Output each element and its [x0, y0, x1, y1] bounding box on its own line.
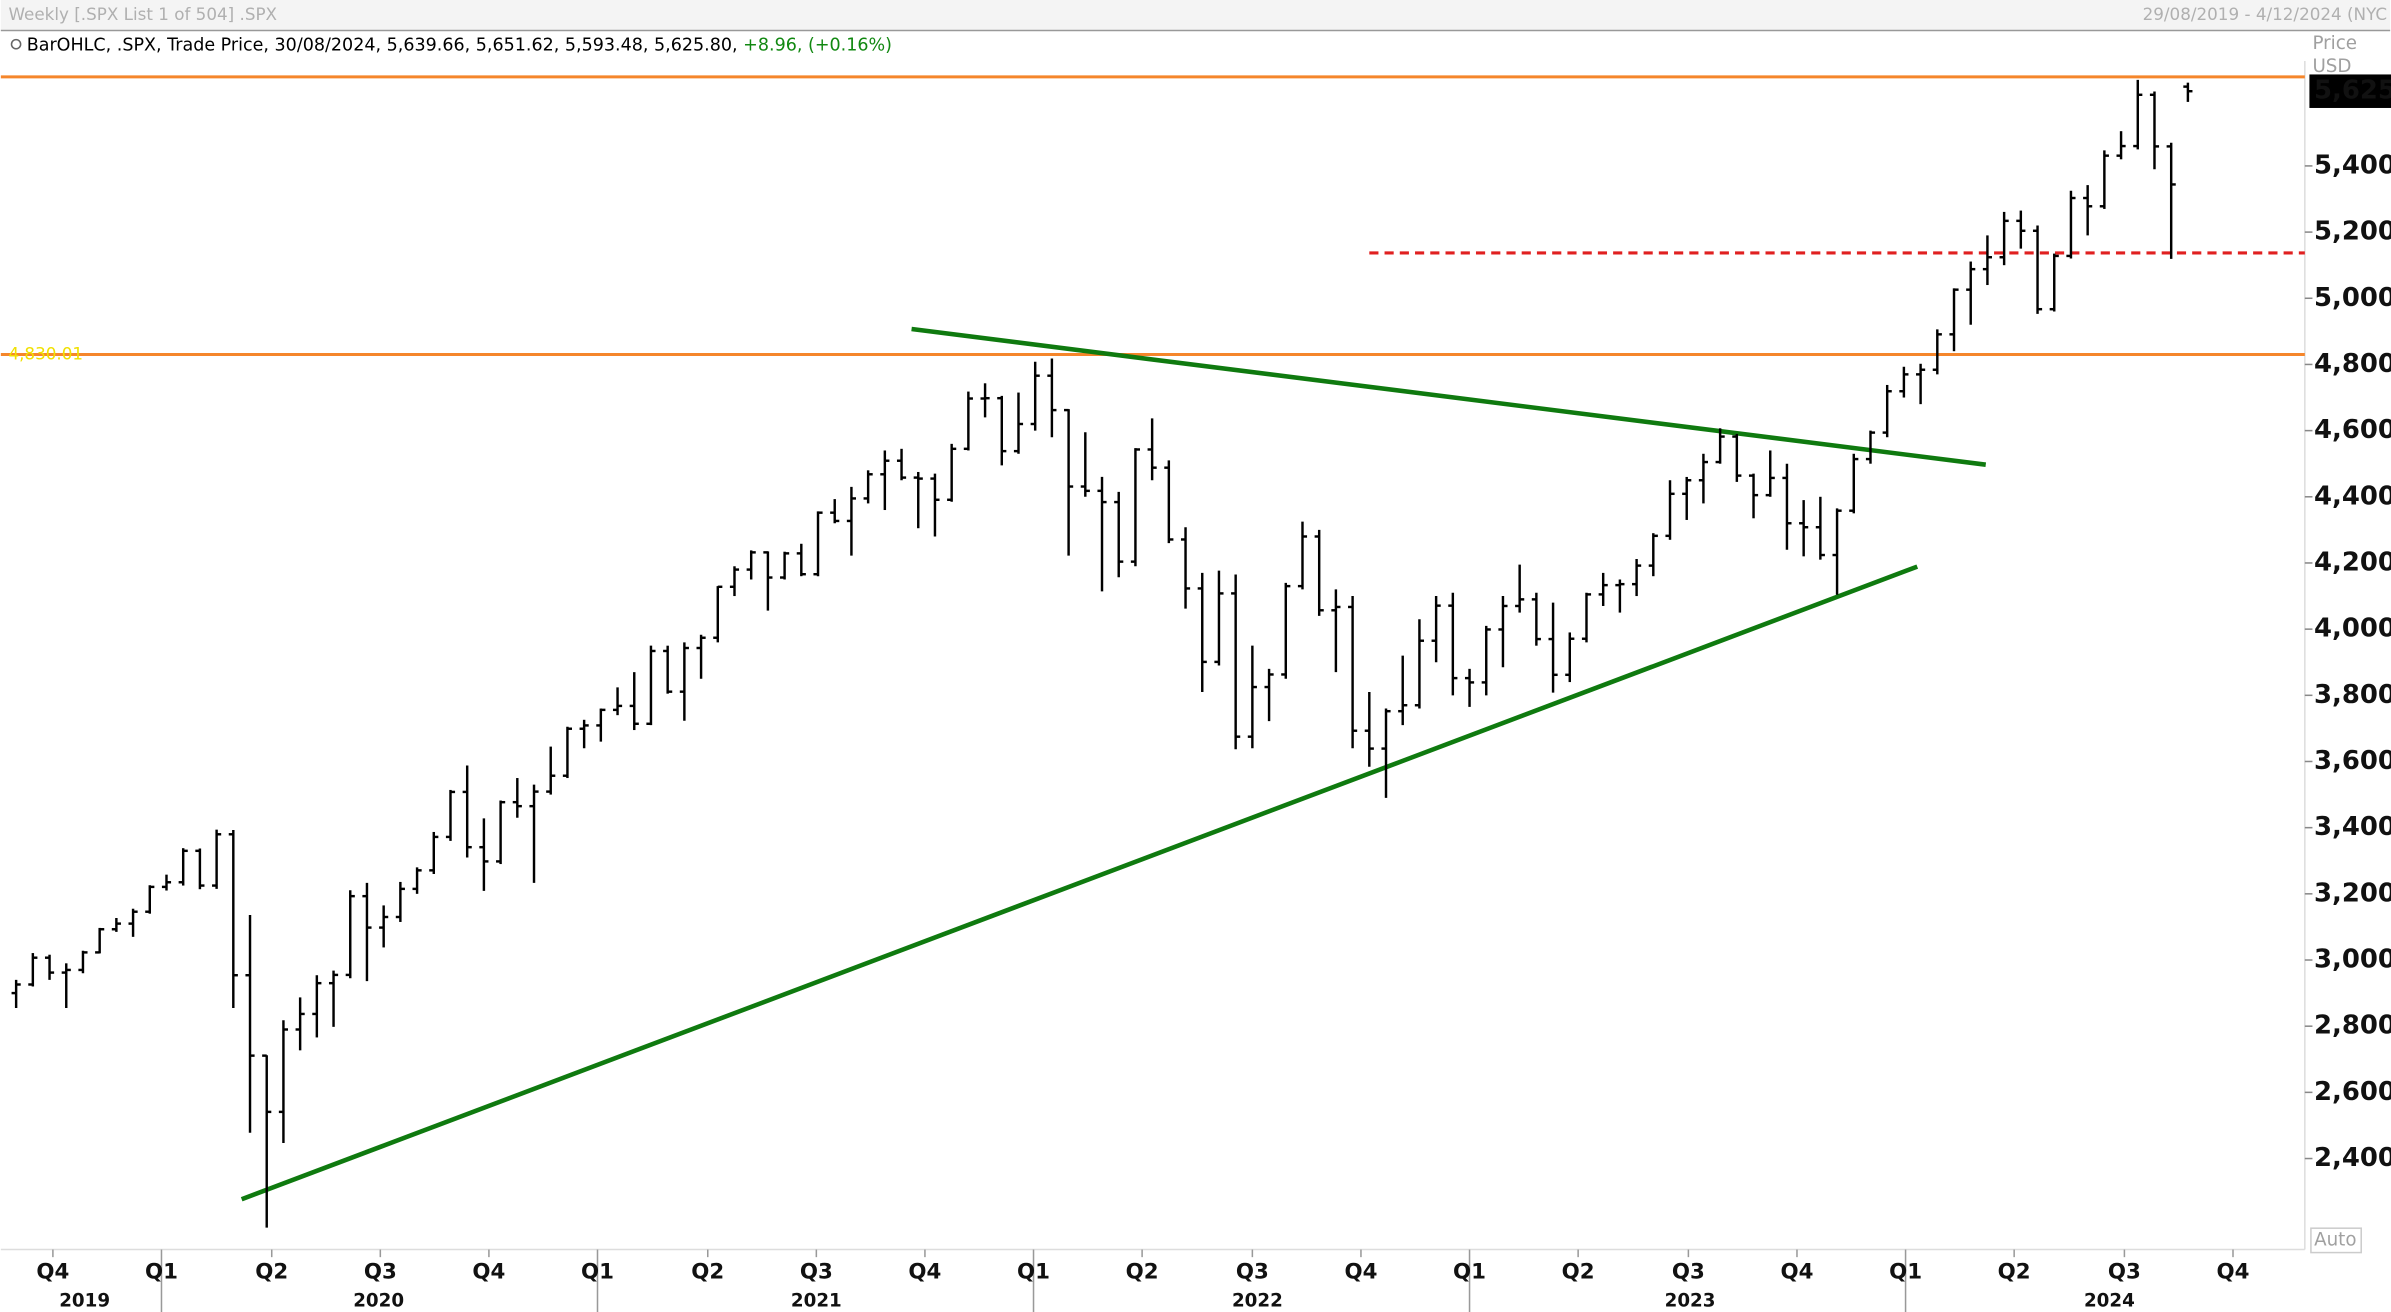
year-label: 2024 [2084, 1290, 2135, 1311]
y-tick-label: 4,600 [2314, 415, 2391, 445]
axis-title: Price [2312, 33, 2357, 54]
x-tick-label: Q4 [1344, 1259, 1377, 1284]
trendline [240, 564, 1919, 1202]
y-tick-label: 5,000 [2314, 283, 2391, 313]
auto-label[interactable]: Auto [2314, 1229, 2356, 1250]
trendline [911, 326, 1987, 467]
year-label: 2019 [59, 1290, 110, 1311]
x-tick-label: Q3 [800, 1259, 833, 1284]
last-price-box [2309, 74, 2391, 108]
x-tick-label: Q4 [2217, 1259, 2250, 1284]
x-tick-label: Q4 [36, 1259, 69, 1284]
x-tick-label: Q2 [1562, 1259, 1595, 1284]
x-tick-label: Q4 [1780, 1259, 1813, 1284]
x-tick-label: Q1 [1017, 1259, 1050, 1284]
x-tick-label: Q2 [255, 1259, 288, 1284]
y-tick-label: 4,800 [2314, 349, 2391, 379]
x-tick-label: Q3 [2108, 1259, 2141, 1284]
axis-unit: USD [2312, 56, 2351, 77]
x-tick-label: Q3 [1236, 1259, 1269, 1284]
y-tick-label: 3,000 [2314, 945, 2391, 975]
ohlc-change: +8.96, (+0.16%) [743, 36, 892, 56]
x-tick-label: Q1 [145, 1259, 178, 1284]
y-tick-label: 5,200 [2314, 217, 2391, 247]
x-tick-label: Q4 [472, 1259, 505, 1284]
x-tick-label: Q3 [1672, 1259, 1705, 1284]
x-tick-label: Q3 [364, 1259, 397, 1284]
date-range: 29/08/2019 - 4/12/2024 (NYC [2143, 4, 2388, 24]
y-tick-label: 2,800 [2314, 1011, 2391, 1041]
y-tick-label: 4,200 [2314, 547, 2391, 577]
x-tick-label: Q1 [1889, 1259, 1922, 1284]
year-label: 2023 [1665, 1290, 1716, 1311]
y-tick-label: 3,400 [2314, 812, 2391, 842]
y-tick-label: 2,600 [2314, 1077, 2391, 1107]
last-price-label: 5,625 [2314, 76, 2391, 106]
x-tick-label: Q2 [691, 1259, 724, 1284]
y-tick-label: 4,400 [2314, 481, 2391, 511]
title-bar [0, 0, 2391, 31]
x-tick-label: Q2 [1998, 1259, 2031, 1284]
auto-button[interactable] [2310, 1227, 2362, 1254]
x-tick-label: Q4 [908, 1259, 941, 1284]
x-tick-label: Q1 [1453, 1259, 1486, 1284]
x-tick-label: Q1 [581, 1259, 614, 1284]
window-title: Weekly [.SPX List 1 of 504] .SPX [8, 4, 277, 24]
ohlc-info: BarOHLC, .SPX, Trade Price, 30/08/2024, … [27, 36, 892, 56]
y-tick-label: 4,000 [2314, 614, 2391, 644]
ohlc-values: BarOHLC, .SPX, Trade Price, 30/08/2024, … [27, 36, 738, 56]
x-tick-label: Q2 [1126, 1259, 1159, 1284]
y-tick-label: 3,600 [2314, 746, 2391, 776]
info-icon [10, 38, 22, 50]
year-label: 2021 [791, 1290, 842, 1311]
year-label: 2022 [1232, 1290, 1283, 1311]
y-tick-label: 3,800 [2314, 680, 2391, 710]
level-label: 4,830.01 [8, 344, 83, 364]
year-label: 2020 [353, 1290, 404, 1311]
y-tick-label: 3,200 [2314, 878, 2391, 908]
y-tick-label: 2,400 [2314, 1143, 2391, 1173]
y-tick-label: 5,400 [2314, 150, 2391, 180]
